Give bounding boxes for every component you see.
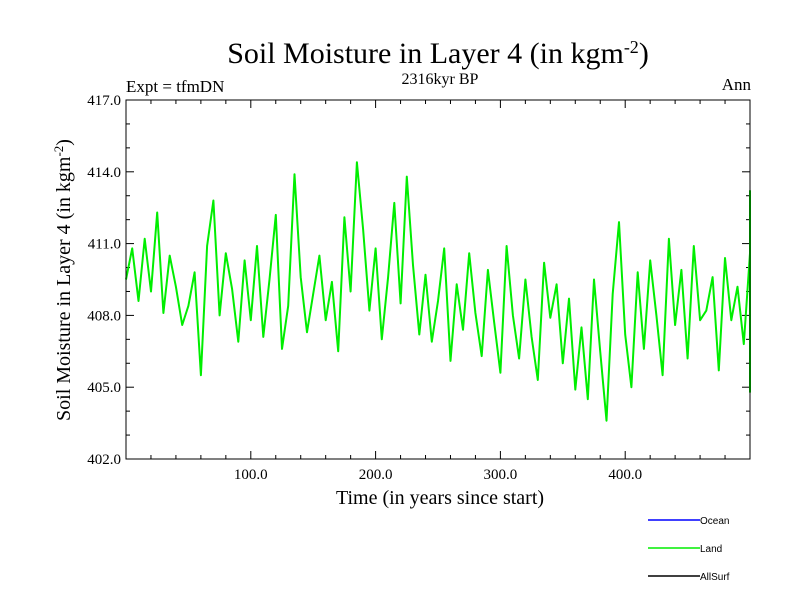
x-tick-label: 200.0 <box>359 467 393 483</box>
experiment-label: Expt = tfmDN <box>126 77 224 96</box>
y-axis-label: Soil Moisture in Layer 4 (in kgm-2) <box>51 139 76 421</box>
x-tick-label: 400.0 <box>608 467 642 483</box>
legend-label: Ocean <box>700 516 729 527</box>
y-tick-label: 405.0 <box>87 380 121 396</box>
chart-subtitle: 2316kyr BP <box>402 71 479 88</box>
plot-frame <box>125 99 751 460</box>
legend-label: Land <box>700 544 722 555</box>
y-tick-label: 414.0 <box>87 165 121 181</box>
legend-item-ocean: Ocean <box>648 516 729 527</box>
legend: Ocean Land AllSurf <box>648 516 730 583</box>
y-axis-label-exponent: -2 <box>51 146 66 157</box>
chart-title: Soil Moisture in Layer 4 (in kgm-2) <box>227 37 649 70</box>
x-axis-label: Time (in years since start) <box>336 487 544 509</box>
x-tick-label: 100.0 <box>234 467 268 483</box>
season-label: Ann <box>722 75 752 94</box>
y-tick-label: 408.0 <box>87 308 121 324</box>
y-tick-label: 402.0 <box>87 452 121 468</box>
legend-item-land: Land <box>648 544 722 555</box>
y-tick-label: 417.0 <box>87 93 121 109</box>
y-tick-label: 411.0 <box>88 237 121 253</box>
legend-item-allsurf: AllSurf <box>648 572 730 583</box>
chart-title-exponent: -2 <box>624 37 639 57</box>
legend-label: AllSurf <box>700 572 730 583</box>
x-tick-label: 300.0 <box>484 467 518 483</box>
